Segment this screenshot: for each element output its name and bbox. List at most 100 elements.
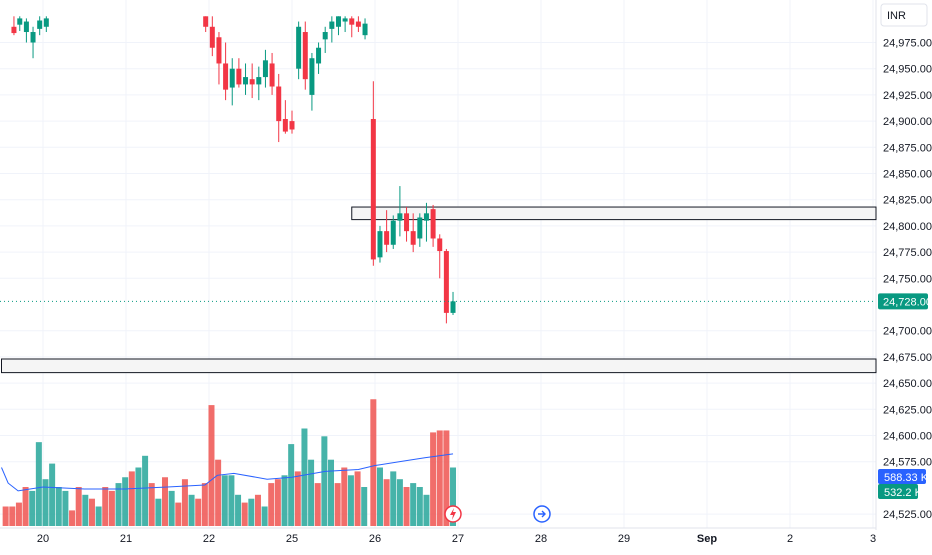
volume-badge-2: 532.2 K: [878, 484, 923, 499]
price-tick-label: 24,900.00: [883, 116, 932, 128]
volume-bar: [208, 405, 215, 526]
volume-bar: [281, 475, 288, 526]
candle-body: [269, 63, 275, 87]
volume-bar: [361, 487, 368, 526]
volume-bar: [334, 483, 341, 526]
volume-bar: [188, 494, 195, 526]
candle-body: [329, 21, 335, 29]
volume-bar: [383, 479, 390, 526]
volume-bar: [450, 467, 457, 526]
volume-bar: [69, 510, 76, 526]
candle-body: [229, 68, 235, 88]
candles: [11, 16, 456, 324]
candle-body: [349, 18, 355, 25]
volume-bar: [215, 459, 222, 526]
volume-bar: [248, 498, 255, 526]
candle-body: [430, 209, 436, 239]
volume-bar: [274, 479, 281, 526]
volume-bar: [155, 498, 162, 526]
candle-body: [256, 77, 262, 85]
volume-bar: [288, 444, 295, 526]
volume-bar: [254, 494, 261, 526]
volume-label-1: 588.33 K: [884, 472, 929, 484]
candle-body: [335, 16, 341, 27]
candle-body: [404, 213, 410, 232]
candle-body: [289, 121, 295, 130]
volume-bar: [195, 498, 202, 526]
candle-body: [302, 32, 308, 80]
flash-icon[interactable]: [444, 505, 462, 523]
volume-bar: [42, 479, 49, 526]
volume-bar: [108, 490, 115, 526]
candle-body: [37, 20, 43, 29]
time-tick-label: 20: [37, 533, 49, 545]
forward-arrow-icon[interactable]: [533, 505, 551, 523]
price-tick-label: 24,625.00: [883, 404, 932, 416]
volume-bar: [228, 475, 235, 526]
volume-bar: [22, 487, 29, 526]
volume-bar: [181, 479, 188, 526]
price-tick-label: 24,950.00: [883, 64, 932, 76]
volume-bar: [436, 430, 443, 526]
candle-body: [223, 63, 229, 90]
volume-bar: [15, 502, 22, 526]
volume-bar: [410, 483, 417, 526]
price-zones: [1, 206, 877, 374]
price-axis: 24,975.00 24,950.00 24,925.00 24,900.00 24,8…: [883, 38, 932, 522]
candle-body: [11, 26, 17, 34]
currency-label: INR: [887, 10, 906, 22]
candle-body: [209, 26, 215, 48]
price-zone-box: [351, 206, 877, 221]
volume-bar: [122, 477, 129, 526]
candle-body: [243, 77, 249, 85]
price-tick-label: 24,825.00: [883, 195, 932, 207]
volume-ma-line: [1, 453, 454, 492]
volume-bar: [341, 467, 348, 526]
volume-bar: [95, 506, 102, 526]
volume-bar: [142, 455, 149, 526]
volume-bar: [9, 506, 16, 526]
volume-bar: [308, 459, 315, 526]
volume-bar: [88, 498, 95, 526]
candle-body: [437, 238, 443, 252]
volume-bar: [396, 479, 403, 526]
price-tick-label: 24,750.00: [883, 273, 932, 285]
candle-body: [276, 86, 282, 122]
volume-bar: [430, 432, 437, 526]
price-tick-label: 24,775.00: [883, 247, 932, 259]
volume-bar: [82, 494, 89, 526]
candle-body: [423, 213, 429, 221]
volume-bar: [162, 477, 169, 526]
volume-bar: [2, 506, 9, 526]
volume-bar: [49, 463, 56, 526]
volume-bar: [235, 494, 242, 526]
volume-label-2: 532.2 K: [884, 487, 923, 499]
volume-bar: [62, 490, 69, 526]
candle-body: [417, 217, 423, 239]
price-tick-label: 24,600.00: [883, 431, 932, 443]
time-tick-label: 26: [369, 533, 381, 545]
price-tick-label: 24,575.00: [883, 457, 932, 469]
candle-body: [397, 213, 403, 221]
time-tick-label: 29: [618, 533, 630, 545]
time-axis: 20 21 22 25 26 27 28 29 Sep 2 3: [0, 527, 876, 545]
volume-bar: [221, 475, 228, 526]
candle-body: [43, 18, 49, 27]
volume-bar: [390, 471, 397, 526]
candle-body: [316, 47, 322, 64]
candle-body: [322, 32, 328, 40]
volume-bar: [268, 483, 275, 526]
volume-bar: [301, 428, 308, 526]
currency-box[interactable]: [880, 3, 928, 27]
volume-bar: [376, 467, 383, 526]
candle-body: [23, 21, 29, 33]
volume-bar: [347, 475, 354, 526]
volume-badge-1: 588.33 K: [878, 469, 929, 484]
time-tick-label: 22: [203, 533, 215, 545]
price-zone-box: [1, 358, 877, 374]
last-price-label: 24,728.00: [883, 296, 932, 308]
volume-bar: [328, 459, 335, 526]
price-tick-label: 24,800.00: [883, 221, 932, 233]
